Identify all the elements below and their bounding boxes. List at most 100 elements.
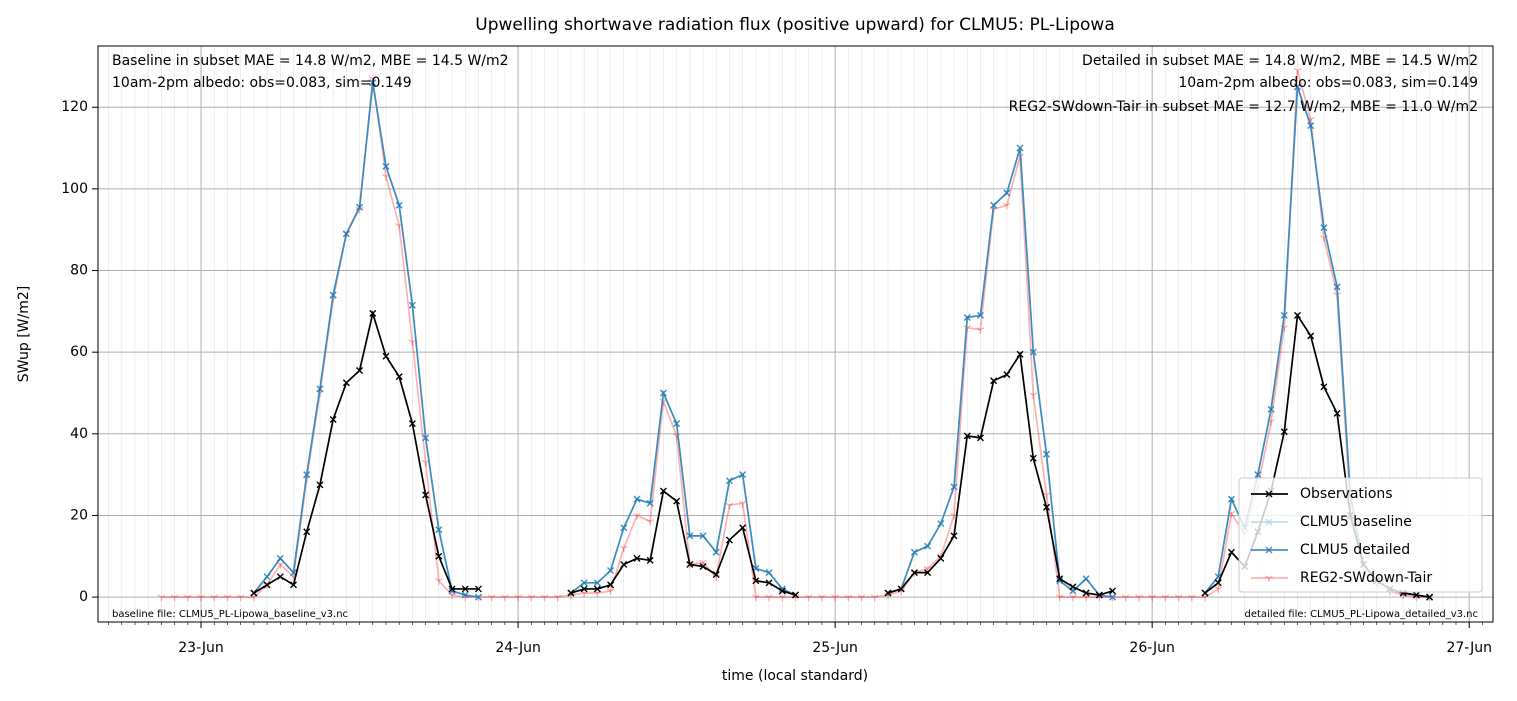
marker [924,542,932,550]
marker [1320,383,1328,391]
marker [686,532,694,540]
marker [514,594,522,602]
marker [712,571,720,579]
y-tick-label: 20 [70,507,88,523]
marker [263,581,271,589]
marker [435,552,443,560]
plot-frame [97,45,1494,623]
marker [1082,589,1090,597]
marker [699,532,707,540]
marker [1293,311,1301,319]
marker [1293,67,1302,75]
marker [395,373,403,381]
marker [1003,202,1011,210]
marker [1042,503,1050,511]
marker [223,594,232,602]
marker [1121,594,1130,602]
marker [897,585,905,593]
marker [1280,311,1288,319]
marker [619,545,628,553]
marker [844,594,853,602]
marker [910,548,918,556]
marker [738,500,747,508]
marker [250,589,258,597]
marker [646,499,654,507]
marker [976,311,984,319]
marker [1029,392,1038,400]
marker [831,594,839,602]
marker [1109,593,1117,601]
marker [646,556,654,564]
marker [1293,83,1301,91]
marker [620,560,628,568]
marker [183,594,192,602]
marker [210,594,219,602]
marker [646,518,655,526]
marker [356,203,364,211]
y-tick-label: 60 [70,344,88,360]
marker [1333,409,1341,417]
marker [1227,495,1235,503]
marker [395,201,403,209]
y-tick-label: 0 [79,589,88,605]
marker [1227,548,1235,556]
marker [990,201,998,209]
marker [567,589,575,597]
y-tick-label: 100 [61,181,88,197]
marker [884,589,892,597]
marker [725,502,734,510]
marker [857,594,866,602]
marker [725,536,733,544]
x-tick-label: 24-Jun [495,640,541,656]
marker [673,420,681,428]
marker [290,581,298,589]
marker [765,569,773,577]
marker [1082,575,1090,583]
marker [1307,332,1315,340]
marker [434,578,443,585]
series-line [161,70,1430,598]
x-tick-label: 27-Jun [1446,640,1492,656]
marker [1029,454,1037,462]
marker [527,594,536,602]
marker [739,471,747,479]
marker [1056,575,1064,583]
marker [356,367,364,375]
marker [804,594,813,602]
marker [712,548,720,556]
marker [1069,583,1077,591]
marker [1056,577,1064,585]
marker [1016,144,1024,152]
marker [276,554,284,562]
marker [1214,579,1222,587]
marker [157,594,166,602]
x-tick-label: 25-Jun [812,640,858,656]
marker [1426,593,1434,601]
marker [659,487,667,495]
marker [990,377,998,385]
marker [448,585,456,593]
x-axis-label: time (local standard) [722,668,868,684]
marker [1412,591,1420,599]
marker [197,594,205,602]
marker [1265,518,1273,526]
legend-label: REG2-SWdown-Tair [1300,570,1432,586]
marker [1320,224,1328,232]
legend-box [1238,477,1483,593]
marker [553,594,562,602]
legend-label: Observations [1300,486,1393,502]
annotation: Baseline in subset MAE = 14.8 W/m2, MBE … [112,53,509,69]
marker [382,352,390,360]
marker [976,327,985,334]
marker [369,309,377,317]
chart-title: Upwelling shortwave radiation flux (posi… [475,15,1114,35]
marker [316,385,324,393]
marker [1016,350,1024,358]
marker [752,594,760,602]
marker [408,420,416,428]
marker [950,483,958,491]
x-tick-label: 26-Jun [1129,640,1175,656]
marker [606,588,615,595]
annotation: REG2-SWdown-Tair in subset MAE = 12.7 W/… [1009,99,1478,115]
